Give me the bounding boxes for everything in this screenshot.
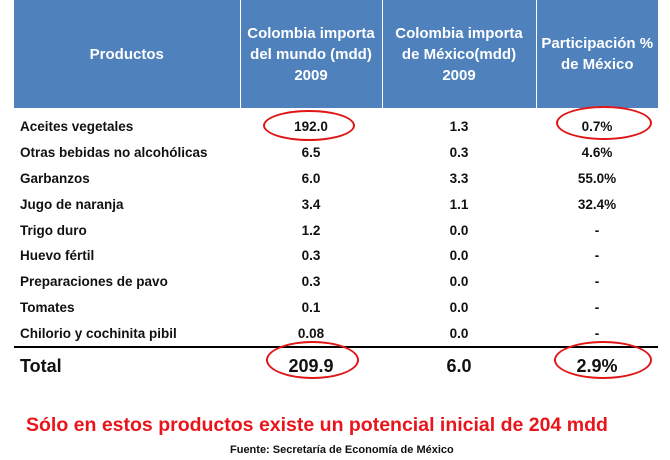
table-row: Jugo de naranja 3.4 1.1 32.4% — [14, 191, 658, 217]
share-cell: 4.6% — [581, 145, 613, 161]
product-cell: Huevo fértil — [20, 248, 95, 264]
mexico-cell: 0.3 — [449, 145, 469, 161]
world-cell: 0.08 — [297, 325, 325, 341]
highlight-oval-share-first — [556, 106, 652, 140]
potential-note: Sólo en estos productos existe un potenc… — [26, 414, 608, 436]
mexico-cell: 0.0 — [449, 274, 469, 290]
share-cell: - — [594, 274, 600, 290]
product-cell: Tomates — [20, 299, 75, 315]
header-mexico-imports: Colombia importa de México(mdd) 2009 — [382, 0, 537, 108]
share-cell: - — [594, 325, 600, 341]
total-mexico: 6.0 — [382, 346, 536, 385]
product-cell: Otras bebidas no alcohólicas — [20, 145, 208, 161]
highlight-oval-share-total — [554, 341, 652, 379]
mexico-cell: 1.1 — [449, 196, 469, 212]
share-cell: - — [594, 222, 600, 238]
product-cell: Preparaciones de pavo — [20, 274, 168, 290]
table-row: Chilorio y cochinita pibil 0.08 0.0 - — [14, 320, 658, 347]
product-cell: Chilorio y cochinita pibil — [20, 325, 177, 341]
world-cell: 3.4 — [301, 196, 321, 212]
imports-table-container: Productos Colombia importa del mundo (md… — [14, 0, 658, 385]
header-mexico-share: Participación % de México — [536, 0, 658, 108]
table-row: Otras bebidas no alcohólicas 6.5 0.3 4.6… — [14, 140, 658, 166]
share-cell: - — [594, 248, 600, 264]
world-cell: 1.2 — [301, 222, 321, 238]
mexico-cell: 0.0 — [449, 325, 469, 341]
header-productos: Productos — [14, 0, 241, 108]
table-row: Preparaciones de pavo 0.3 0.0 - — [14, 269, 658, 295]
world-cell: 6.5 — [301, 145, 321, 161]
world-cell: 0.1 — [301, 299, 321, 315]
table-row: Trigo duro 1.2 0.0 - — [14, 217, 658, 243]
world-cell: 0.3 — [301, 248, 321, 264]
product-cell: Garbanzos — [20, 170, 90, 186]
highlight-oval-world-first — [263, 110, 355, 141]
mexico-cell: 1.3 — [449, 119, 469, 135]
product-cell: Aceites vegetales — [20, 119, 134, 135]
share-cell: 32.4% — [577, 196, 617, 212]
world-cell: 0.3 — [301, 274, 321, 290]
product-cell: Trigo duro — [20, 222, 87, 238]
mexico-cell: 0.0 — [449, 248, 469, 264]
table-row: Garbanzos 6.0 3.3 55.0% — [14, 166, 658, 192]
product-cell: Jugo de naranja — [20, 196, 124, 212]
table-row: Huevo fértil 0.3 0.0 - — [14, 243, 658, 269]
header-world-imports: Colombia importa del mundo (mdd) 2009 — [240, 0, 383, 108]
mexico-cell: 0.0 — [449, 222, 469, 238]
mexico-cell: 0.0 — [449, 299, 469, 315]
world-cell: 6.0 — [301, 170, 321, 186]
total-label: Total — [14, 346, 240, 385]
share-cell: 55.0% — [577, 170, 617, 186]
share-cell: - — [594, 299, 600, 315]
table-row: Tomates 0.1 0.0 - — [14, 295, 658, 321]
highlight-oval-world-total — [266, 341, 359, 379]
imports-table: Productos Colombia importa del mundo (md… — [14, 0, 658, 385]
table-header-row: Productos Colombia importa del mundo (md… — [14, 0, 658, 108]
source-note: Fuente: Secretaría de Economía de México — [230, 444, 454, 456]
mexico-cell: 3.3 — [449, 170, 469, 186]
